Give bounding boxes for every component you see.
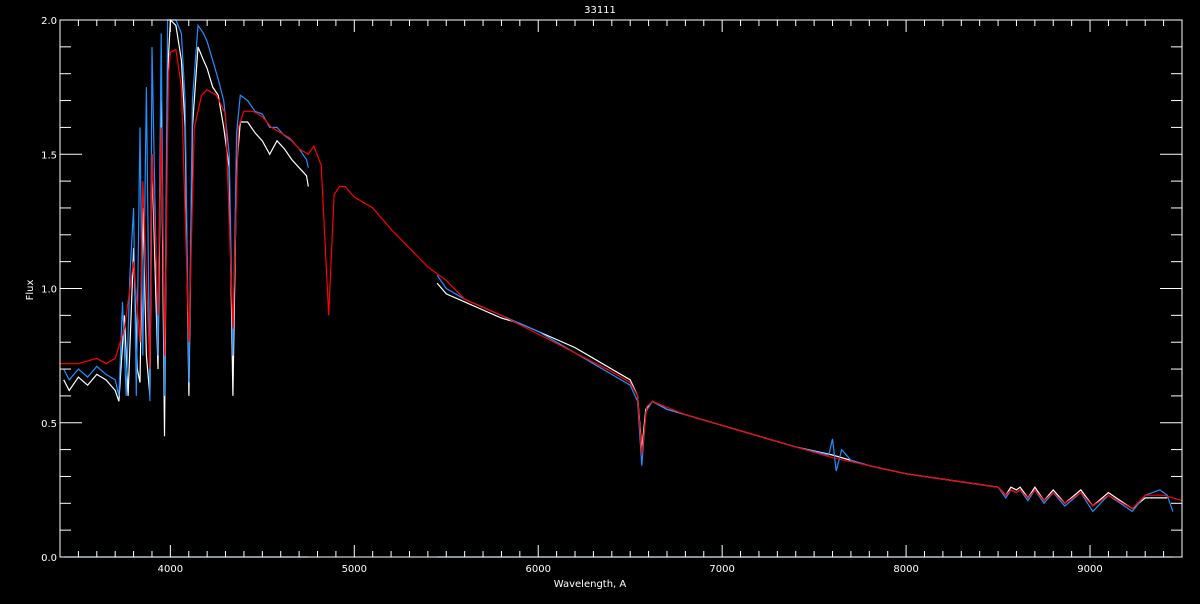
y-tick-label: 2.0 — [41, 16, 57, 27]
ticks-group: 4000 5000 6000 7000 8000 9000 0.0 0.5 1.0 1.5 2.0 — [41, 16, 1183, 575]
chart-title: 33111 — [584, 5, 616, 16]
plot-frame — [59, 19, 1183, 558]
x-axis-label: Wavelength, A — [554, 579, 627, 590]
y-tick-label: 1.0 — [41, 285, 57, 296]
series-group — [60, 18, 1183, 558]
x-tick-label: 4000 — [158, 564, 183, 575]
series-2-line — [60, 48, 1183, 510]
series-1-line — [436, 274, 1174, 513]
x-tick-label: 9000 — [1077, 564, 1102, 575]
series-0-line — [436, 282, 1168, 510]
x-tick-label: 5000 — [342, 564, 367, 575]
x-tick-label: 8000 — [893, 564, 918, 575]
y-axis-label: Flux — [25, 280, 36, 301]
x-tick-label: 6000 — [526, 564, 551, 575]
y-tick-label: 1.5 — [41, 150, 57, 161]
series-1-line — [63, 19, 309, 402]
y-tick-label: 0.5 — [41, 419, 57, 430]
y-tick-label: 0.0 — [41, 553, 57, 564]
x-tick-label: 7000 — [709, 564, 734, 575]
